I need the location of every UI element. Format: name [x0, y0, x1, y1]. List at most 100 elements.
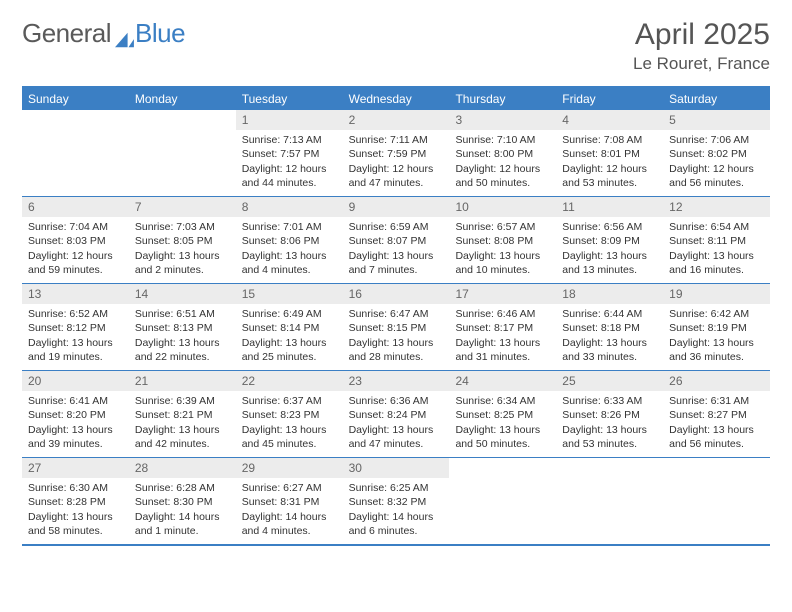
- day-cell: 8Sunrise: 7:01 AMSunset: 8:06 PMDaylight…: [236, 197, 343, 283]
- day-info-line: and 2 minutes.: [135, 263, 230, 277]
- day-cell: 12Sunrise: 6:54 AMSunset: 8:11 PMDayligh…: [663, 197, 770, 283]
- day-info-line: Sunset: 8:23 PM: [242, 408, 337, 422]
- day-info-line: Sunrise: 7:03 AM: [135, 220, 230, 234]
- day-info-line: Daylight: 14 hours: [242, 510, 337, 524]
- day-cell: 21Sunrise: 6:39 AMSunset: 8:21 PMDayligh…: [129, 371, 236, 457]
- day-info-line: Sunset: 7:57 PM: [242, 147, 337, 161]
- day-cell: 27Sunrise: 6:30 AMSunset: 8:28 PMDayligh…: [22, 458, 129, 544]
- day-info-line: Sunrise: 6:57 AM: [455, 220, 550, 234]
- day-info-line: and 4 minutes.: [242, 263, 337, 277]
- day-info-line: Daylight: 12 hours: [669, 162, 764, 176]
- day-cell: 13Sunrise: 6:52 AMSunset: 8:12 PMDayligh…: [22, 284, 129, 370]
- day-info-line: and 56 minutes.: [669, 437, 764, 451]
- day-body: Sunrise: 6:34 AMSunset: 8:25 PMDaylight:…: [449, 391, 556, 456]
- day-info-line: Daylight: 12 hours: [28, 249, 123, 263]
- day-info-line: Sunset: 8:20 PM: [28, 408, 123, 422]
- day-body: Sunrise: 6:33 AMSunset: 8:26 PMDaylight:…: [556, 391, 663, 456]
- day-cell: 22Sunrise: 6:37 AMSunset: 8:23 PMDayligh…: [236, 371, 343, 457]
- day-info-line: Daylight: 13 hours: [135, 249, 230, 263]
- day-cell: [449, 458, 556, 544]
- day-info-line: Sunset: 8:01 PM: [562, 147, 657, 161]
- day-info-line: Daylight: 12 hours: [562, 162, 657, 176]
- day-info-line: Sunrise: 7:08 AM: [562, 133, 657, 147]
- day-cell: 4Sunrise: 7:08 AMSunset: 8:01 PMDaylight…: [556, 110, 663, 196]
- day-info-line: Daylight: 13 hours: [242, 336, 337, 350]
- day-number: 18: [556, 284, 663, 304]
- day-info-line: Sunset: 8:26 PM: [562, 408, 657, 422]
- day-body: Sunrise: 6:28 AMSunset: 8:30 PMDaylight:…: [129, 478, 236, 543]
- day-info-line: Daylight: 13 hours: [135, 336, 230, 350]
- day-body: Sunrise: 6:54 AMSunset: 8:11 PMDaylight:…: [663, 217, 770, 282]
- day-cell: 25Sunrise: 6:33 AMSunset: 8:26 PMDayligh…: [556, 371, 663, 457]
- day-info-line: and 42 minutes.: [135, 437, 230, 451]
- day-info-line: Sunset: 8:31 PM: [242, 495, 337, 509]
- dow-wednesday: Wednesday: [343, 88, 450, 110]
- day-info-line: Sunrise: 7:01 AM: [242, 220, 337, 234]
- day-info-line: Daylight: 13 hours: [669, 423, 764, 437]
- day-info-line: Sunrise: 6:41 AM: [28, 394, 123, 408]
- day-info-line: Sunset: 8:19 PM: [669, 321, 764, 335]
- day-info-line: Sunset: 8:32 PM: [349, 495, 444, 509]
- day-body: Sunrise: 6:51 AMSunset: 8:13 PMDaylight:…: [129, 304, 236, 369]
- day-info-line: and 45 minutes.: [242, 437, 337, 451]
- day-cell: 9Sunrise: 6:59 AMSunset: 8:07 PMDaylight…: [343, 197, 450, 283]
- day-info-line: and 7 minutes.: [349, 263, 444, 277]
- day-body: Sunrise: 6:49 AMSunset: 8:14 PMDaylight:…: [236, 304, 343, 369]
- day-info-line: and 50 minutes.: [455, 437, 550, 451]
- day-body: Sunrise: 7:06 AMSunset: 8:02 PMDaylight:…: [663, 130, 770, 195]
- day-info-line: Sunset: 8:27 PM: [669, 408, 764, 422]
- day-info-line: and 16 minutes.: [669, 263, 764, 277]
- day-number: 17: [449, 284, 556, 304]
- day-number: 15: [236, 284, 343, 304]
- month-title: April 2025: [633, 18, 770, 52]
- day-info-line: Sunset: 8:11 PM: [669, 234, 764, 248]
- day-info-line: and 50 minutes.: [455, 176, 550, 190]
- day-cell: 3Sunrise: 7:10 AMSunset: 8:00 PMDaylight…: [449, 110, 556, 196]
- day-info-line: and 6 minutes.: [349, 524, 444, 538]
- day-info-line: and 19 minutes.: [28, 350, 123, 364]
- day-cell: 23Sunrise: 6:36 AMSunset: 8:24 PMDayligh…: [343, 371, 450, 457]
- day-cell: 14Sunrise: 6:51 AMSunset: 8:13 PMDayligh…: [129, 284, 236, 370]
- day-info-line: and 33 minutes.: [562, 350, 657, 364]
- day-number: 7: [129, 197, 236, 217]
- page-header: General Blue April 2025 Le Rouret, Franc…: [22, 18, 770, 74]
- day-info-line: and 31 minutes.: [455, 350, 550, 364]
- day-body: Sunrise: 6:46 AMSunset: 8:17 PMDaylight:…: [449, 304, 556, 369]
- day-number: 27: [22, 458, 129, 478]
- day-info-line: Daylight: 14 hours: [135, 510, 230, 524]
- day-of-week-header: Sunday Monday Tuesday Wednesday Thursday…: [22, 88, 770, 110]
- day-info-line: and 1 minute.: [135, 524, 230, 538]
- day-info-line: Sunrise: 6:52 AM: [28, 307, 123, 321]
- day-info-line: Sunrise: 6:56 AM: [562, 220, 657, 234]
- day-info-line: Sunrise: 7:13 AM: [242, 133, 337, 147]
- logo-text-1: General: [22, 18, 111, 49]
- day-info-line: Sunset: 7:59 PM: [349, 147, 444, 161]
- day-info-line: Sunset: 8:28 PM: [28, 495, 123, 509]
- day-body: Sunrise: 7:01 AMSunset: 8:06 PMDaylight:…: [236, 217, 343, 282]
- day-info-line: Sunrise: 6:31 AM: [669, 394, 764, 408]
- day-info-line: Sunset: 8:08 PM: [455, 234, 550, 248]
- day-cell: 18Sunrise: 6:44 AMSunset: 8:18 PMDayligh…: [556, 284, 663, 370]
- day-body: [556, 462, 663, 470]
- day-number: 28: [129, 458, 236, 478]
- day-cell: [663, 458, 770, 544]
- day-info-line: Sunset: 8:24 PM: [349, 408, 444, 422]
- day-info-line: Sunset: 8:03 PM: [28, 234, 123, 248]
- day-info-line: Daylight: 13 hours: [135, 423, 230, 437]
- day-body: Sunrise: 7:10 AMSunset: 8:00 PMDaylight:…: [449, 130, 556, 195]
- day-cell: [22, 110, 129, 196]
- day-info-line: Daylight: 14 hours: [349, 510, 444, 524]
- day-info-line: Sunrise: 6:36 AM: [349, 394, 444, 408]
- day-cell: 10Sunrise: 6:57 AMSunset: 8:08 PMDayligh…: [449, 197, 556, 283]
- day-body: [22, 114, 129, 122]
- day-number: 9: [343, 197, 450, 217]
- day-info-line: Sunset: 8:12 PM: [28, 321, 123, 335]
- day-info-line: Sunrise: 6:28 AM: [135, 481, 230, 495]
- day-info-line: and 25 minutes.: [242, 350, 337, 364]
- dow-sunday: Sunday: [22, 88, 129, 110]
- title-block: April 2025 Le Rouret, France: [633, 18, 770, 74]
- day-info-line: and 56 minutes.: [669, 176, 764, 190]
- day-info-line: and 10 minutes.: [455, 263, 550, 277]
- day-info-line: Sunset: 8:09 PM: [562, 234, 657, 248]
- day-info-line: and 47 minutes.: [349, 437, 444, 451]
